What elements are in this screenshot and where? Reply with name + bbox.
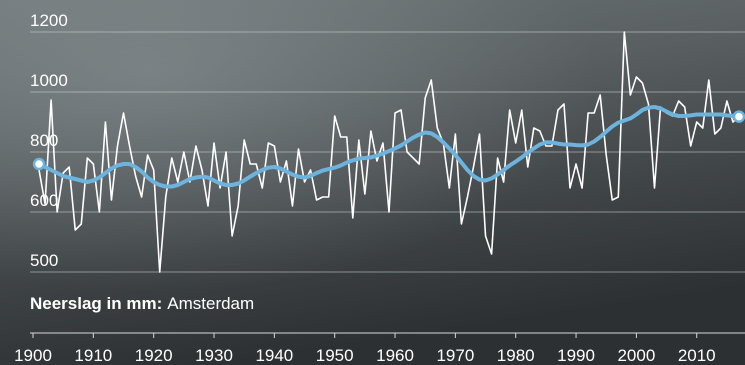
x-tick-label: 1900 [14, 346, 52, 365]
x-tick-label: 1970 [436, 346, 474, 365]
y-tick-label: 800 [30, 131, 58, 150]
title-place: Amsterdam [167, 294, 254, 313]
x-tick-label: 1940 [255, 346, 293, 365]
series-line [38, 31, 740, 273]
x-tick-label: 2010 [678, 346, 716, 365]
x-tick-label: 1960 [376, 346, 414, 365]
y-tick-label: 1200 [30, 11, 68, 30]
endpoint-marker [32, 157, 46, 171]
x-tick-label: 1980 [497, 346, 535, 365]
series-line [38, 105, 740, 189]
x-tick-label: 1910 [74, 346, 112, 365]
title-bold: Neerslag in mm: [30, 294, 162, 313]
y-tick-label: 500 [30, 251, 58, 270]
y-tick-label: 1000 [30, 71, 68, 90]
x-tick-label: 1950 [316, 346, 354, 365]
chart-title: Neerslag in mm: Amsterdam [30, 294, 254, 313]
x-tick-label: 1930 [195, 346, 233, 365]
x-tick-label: 1990 [557, 346, 595, 365]
endpoint-marker [732, 110, 745, 123]
x-tick-label: 2000 [617, 346, 655, 365]
x-tick-label: 1920 [135, 346, 173, 365]
